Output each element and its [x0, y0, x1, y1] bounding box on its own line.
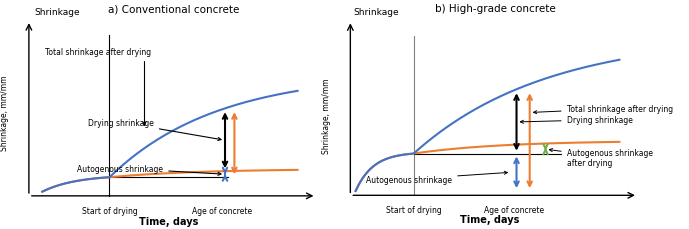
Text: Time, days: Time, days	[139, 216, 198, 226]
Text: Drying shrinkage: Drying shrinkage	[520, 116, 633, 125]
Text: Drying shrinkage: Drying shrinkage	[88, 118, 221, 141]
Text: Autogenous shrinkage: Autogenous shrinkage	[77, 164, 221, 176]
Text: Shrinkage: Shrinkage	[34, 8, 80, 17]
Text: Autogenous shrinkage: Autogenous shrinkage	[366, 172, 507, 184]
Text: Total shrinkage after drying: Total shrinkage after drying	[533, 104, 672, 114]
Text: Autogenous shrinkage
after drying: Autogenous shrinkage after drying	[549, 148, 652, 168]
Text: Start of drying: Start of drying	[81, 206, 137, 215]
Text: Shrinkage, mm/mm: Shrinkage, mm/mm	[322, 78, 331, 153]
Title: a) Conventional concrete: a) Conventional concrete	[108, 4, 240, 14]
Text: Age of concrete: Age of concrete	[192, 206, 252, 215]
Text: Time, days: Time, days	[460, 214, 520, 224]
Text: Age of concrete: Age of concrete	[484, 205, 544, 214]
Text: Shrinkage, mm/mm: Shrinkage, mm/mm	[0, 75, 9, 150]
Text: Total shrinkage after drying: Total shrinkage after drying	[45, 47, 151, 125]
Text: Start of drying: Start of drying	[386, 205, 442, 214]
Title: b) High-grade concrete: b) High-grade concrete	[435, 4, 556, 14]
Text: Shrinkage: Shrinkage	[353, 8, 399, 17]
